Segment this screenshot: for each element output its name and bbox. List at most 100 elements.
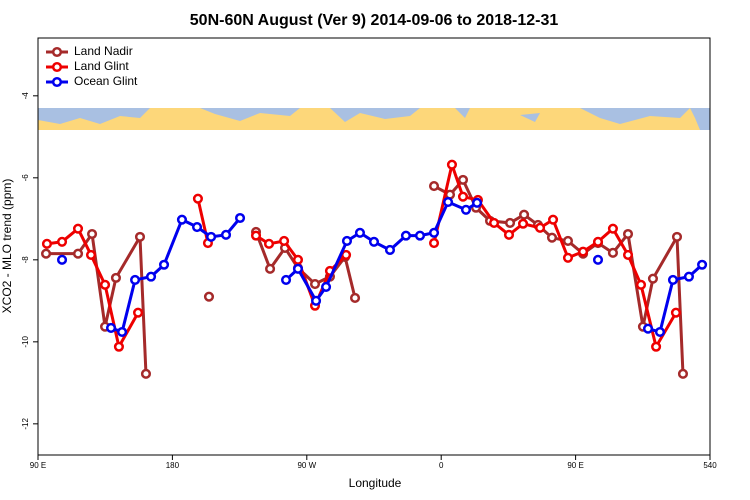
data-point: [562, 235, 574, 247]
chart-title: 50N-60N August (Ver 9) 2014-09-06 to 201…: [190, 12, 559, 29]
x-tick-label: 90 W: [297, 461, 316, 470]
data-point: [504, 217, 516, 228]
data-point: [134, 231, 146, 242]
data-point: [105, 322, 117, 333]
legend-marker: [51, 76, 63, 88]
data-point: [130, 274, 141, 285]
data-point: [457, 191, 469, 202]
x-tick-label: 540: [703, 461, 717, 470]
data-point: [321, 281, 332, 292]
data-point: [279, 235, 290, 247]
data-point: [117, 326, 128, 338]
x-tick-label: 90 E: [567, 461, 583, 470]
x-tick-label: 90 E: [30, 461, 46, 470]
data-point: [87, 228, 98, 240]
data-point: [683, 271, 694, 282]
data-point: [562, 252, 574, 263]
data-point: [110, 272, 122, 283]
data-point: [578, 246, 589, 257]
data-point: [384, 244, 396, 256]
data-point: [677, 368, 689, 379]
data-point: [592, 236, 604, 247]
data-point: [548, 214, 559, 225]
x-tick-label: 0: [439, 461, 444, 470]
data-point: [203, 291, 215, 302]
data-point: [311, 295, 322, 306]
x-axis-label: Longitude: [349, 476, 402, 490]
data-point: [428, 227, 440, 238]
data-point: [457, 174, 469, 185]
data-point: [471, 197, 483, 208]
data-point: [460, 204, 472, 215]
y-tick-label: -10: [21, 335, 30, 347]
data-point: [622, 249, 634, 260]
data-point: [607, 223, 618, 234]
y-tick-label: -4: [21, 92, 30, 100]
legend-label: Ocean Glint: [74, 74, 138, 88]
data-point: [517, 218, 529, 229]
legend-marker: [51, 61, 63, 73]
data-point: [206, 231, 217, 242]
y-tick-label: -6: [21, 174, 30, 182]
data-point: [234, 212, 246, 224]
y-axis-label: XCO2 - MLO trend (ppm): [0, 179, 14, 314]
data-point: [133, 307, 144, 318]
data-point: [292, 263, 304, 274]
legend-label: Land Glint: [74, 59, 129, 73]
legend-marker: [51, 46, 63, 58]
data-point: [220, 229, 232, 240]
data-point: [176, 214, 188, 225]
data-point: [100, 279, 111, 290]
data-point: [635, 279, 647, 290]
data-point: [670, 307, 682, 318]
data-point: [341, 249, 352, 260]
series: [41, 159, 682, 352]
data-point: [428, 237, 440, 249]
data-point: [354, 227, 366, 238]
data-point: [519, 209, 530, 220]
data-point: [489, 217, 500, 228]
data-point: [622, 228, 634, 240]
data-point: [140, 368, 152, 379]
data-point: [145, 271, 157, 282]
data-point: [265, 263, 276, 274]
data-point: [191, 221, 203, 233]
data-point: [443, 196, 454, 208]
data-point: [607, 247, 618, 258]
data-point: [535, 222, 546, 233]
data-point: [41, 248, 52, 259]
data-point: [309, 278, 321, 290]
y-tick-label: -8: [21, 256, 30, 264]
data-point: [428, 180, 440, 192]
legend-label: Land Nadir: [74, 44, 133, 58]
data-point: [292, 254, 304, 265]
data-point: [414, 230, 426, 241]
data-point: [546, 232, 558, 243]
data-point: [341, 235, 353, 247]
data-point: [41, 238, 53, 249]
y-tick-label: -12: [21, 418, 30, 430]
data-point: [667, 274, 679, 285]
data-point: [647, 273, 659, 284]
data-point: [651, 341, 662, 352]
data-point: [250, 230, 262, 241]
data-point: [697, 259, 708, 270]
data-point: [192, 193, 203, 204]
data-point: [263, 238, 275, 249]
plot-frame: [37, 37, 711, 456]
data-point: [113, 341, 124, 352]
data-point: [446, 159, 458, 170]
map-band: [38, 108, 710, 130]
data-point: [72, 248, 84, 259]
data-point: [56, 254, 68, 265]
data-point: [72, 223, 84, 234]
data-point: [642, 323, 654, 334]
data-point: [280, 274, 292, 285]
x-tick-label: 180: [166, 461, 180, 470]
data-point: [85, 249, 97, 260]
data-point: [400, 230, 412, 241]
data-point: [503, 229, 515, 240]
data-point: [368, 236, 380, 247]
